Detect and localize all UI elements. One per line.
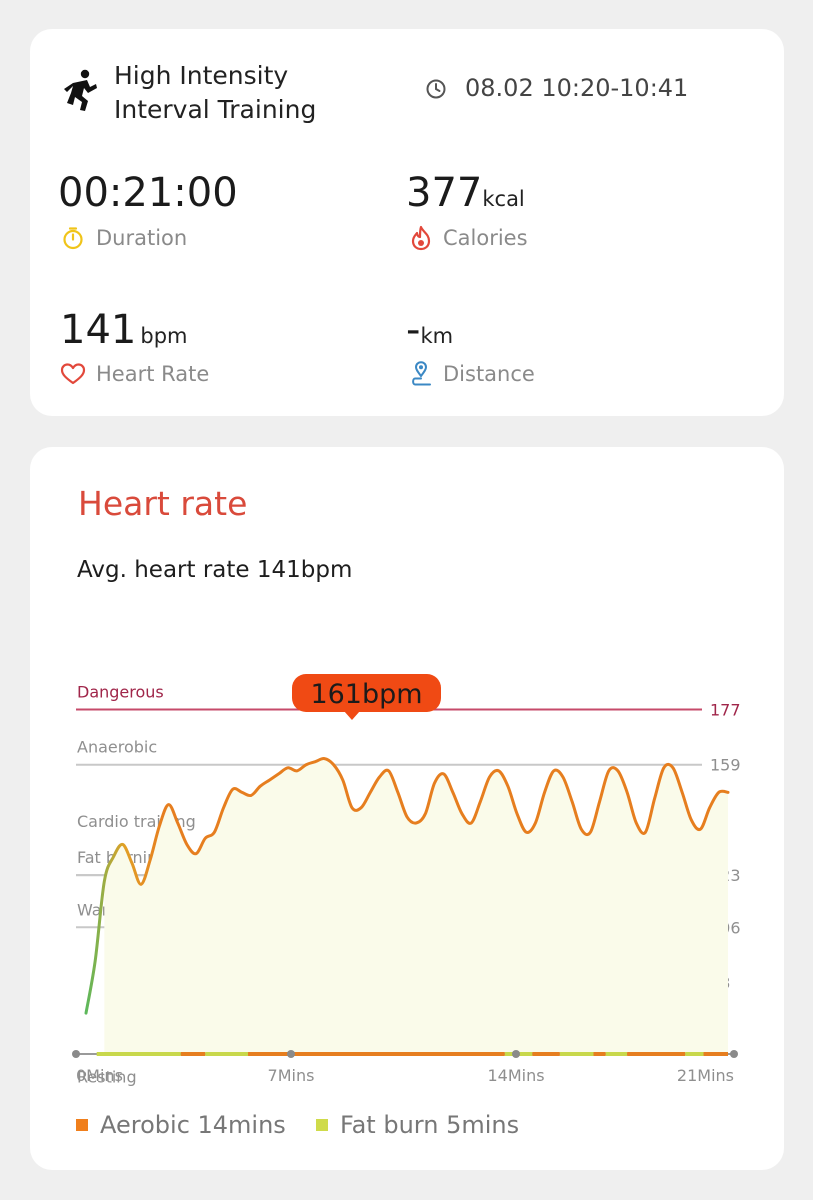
calories-stat: 377kcal [406, 170, 525, 216]
heart-rate-stat: 141 bpm [60, 307, 187, 353]
workout-time-range: 08.02 10:20-10:41 [465, 74, 689, 102]
clock-icon [425, 78, 447, 104]
workout-title-line-2: Interval Training [114, 95, 317, 124]
flame-icon [409, 225, 433, 255]
x-tick-label: 0Mins [76, 1066, 123, 1085]
threshold-value-177: 177 [710, 701, 741, 720]
calories-unit: kcal [482, 187, 525, 211]
heart-rate-value: 141 [60, 307, 137, 353]
legend-swatch-aerobic [76, 1119, 88, 1131]
duration-label: Duration [96, 226, 188, 250]
distance-label: Distance [443, 362, 535, 386]
heart-rate-area [104, 758, 729, 1053]
distance-value: - [406, 307, 421, 353]
legend-label-fat-burn: Fat burn 5mins [340, 1111, 520, 1139]
x-tick-dot [730, 1050, 738, 1058]
duration-value: 00:21:00 [58, 170, 238, 216]
workout-title-line-1: High Intensity [114, 61, 289, 90]
workout-title: High Intensity Interval Training [114, 59, 316, 127]
x-tick-dot [512, 1050, 520, 1058]
x-tick-dot [287, 1050, 295, 1058]
zone-label-dangerous: Dangerous [77, 683, 164, 702]
threshold-value-159: 159 [710, 756, 741, 775]
average-heart-rate: Avg. heart rate 141bpm [77, 557, 353, 583]
zone-label-resting: Resting [77, 1067, 137, 1086]
x-tick-label: 21Mins [677, 1066, 734, 1085]
zone-label-anaerobic: Anaerobic [77, 738, 157, 757]
peak-callout-label: 161bpm [310, 679, 422, 710]
workout-summary-card: High Intensity Interval Training 08.02 1… [30, 29, 784, 416]
x-tick-dot [72, 1050, 80, 1058]
legend-label-aerobic: Aerobic 14mins [100, 1111, 286, 1139]
legend-item-aerobic: Aerobic 14mins [76, 1111, 286, 1139]
distance-stat: -km [406, 307, 453, 353]
calories-value: 377 [406, 170, 483, 216]
x-tick-label: 7Mins [268, 1066, 315, 1085]
heart-rate-label: Heart Rate [96, 362, 210, 386]
heart-icon [60, 362, 86, 390]
route-pin-icon [409, 360, 433, 392]
heart-rate-card: Heart rate Avg. heart rate 141bpm Danger… [30, 447, 784, 1170]
peak-callout-bubble [292, 674, 441, 712]
x-tick-label: 14Mins [487, 1066, 544, 1085]
peak-callout-pointer [343, 711, 360, 720]
calories-label: Calories [443, 226, 528, 250]
distance-unit: km [420, 324, 454, 348]
legend-swatch-fat-burn [316, 1119, 328, 1131]
legend-item-fat-burn: Fat burn 5mins [316, 1111, 519, 1139]
heart-rate-unit: bpm [140, 324, 188, 348]
running-person-icon [63, 69, 97, 111]
heart-rate-title: Heart rate [78, 484, 248, 523]
stopwatch-icon [61, 226, 85, 254]
heart-rate-line [84, 757, 730, 1015]
